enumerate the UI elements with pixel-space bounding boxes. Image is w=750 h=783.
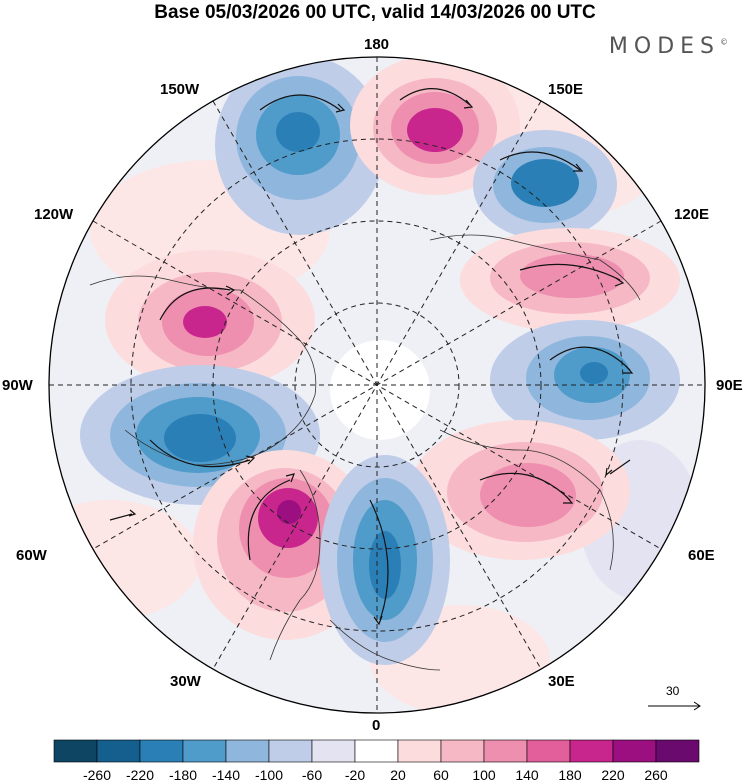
lon-label-0: 0 (372, 717, 381, 734)
colorbar-label: 220 (601, 767, 625, 783)
colorbar-label: -60 (301, 767, 323, 783)
lon-label-90w: 90W (2, 377, 33, 394)
anomaly-pos-60e (410, 420, 630, 560)
colorbar-label: 260 (644, 767, 668, 783)
lon-label-60e: 60E (688, 547, 715, 564)
colorbar-label: 180 (558, 767, 582, 783)
anomaly-neg-10w (320, 455, 450, 665)
map-title: Base 05/03/2026 00 UTC, valid 14/03/2026… (154, 2, 596, 23)
colorbar-label: -20 (344, 767, 366, 783)
anomaly-pos-105e (460, 228, 680, 332)
lon-label-150w: 150W (160, 81, 200, 98)
reference-vector-arrow (648, 701, 701, 711)
anomaly-neg-135e (473, 130, 617, 240)
colorbar-label: 140 (515, 767, 539, 783)
lon-label-60w: 60W (16, 547, 47, 564)
colorbar-label: 60 (433, 767, 449, 783)
colorbar (53, 739, 700, 763)
anomaly-pos-105w (105, 250, 315, 390)
lon-label-90e: 90E (716, 377, 743, 394)
colorbar-label: -260 (82, 767, 112, 783)
colorbar-label: -100 (254, 767, 284, 783)
colorbar-label: 20 (390, 767, 406, 783)
reference-vector-label: 30 (666, 684, 680, 698)
lon-label-150e: 150E (548, 81, 584, 98)
colorbar-label: 100 (472, 767, 496, 783)
colorbar-label: -220 (125, 767, 155, 783)
lon-label-30w: 30W (170, 673, 201, 690)
lon-label-180: 180 (364, 36, 390, 53)
colorbar-label: -140 (211, 767, 241, 783)
lon-label-30e: 30E (548, 673, 575, 690)
brand-logo: MODES© (608, 34, 728, 59)
anomaly-neg-150w (215, 57, 385, 235)
lon-label-120w: 120W (34, 206, 74, 223)
colorbar-label: -180 (168, 767, 198, 783)
lon-label-120e: 120E (674, 206, 710, 223)
